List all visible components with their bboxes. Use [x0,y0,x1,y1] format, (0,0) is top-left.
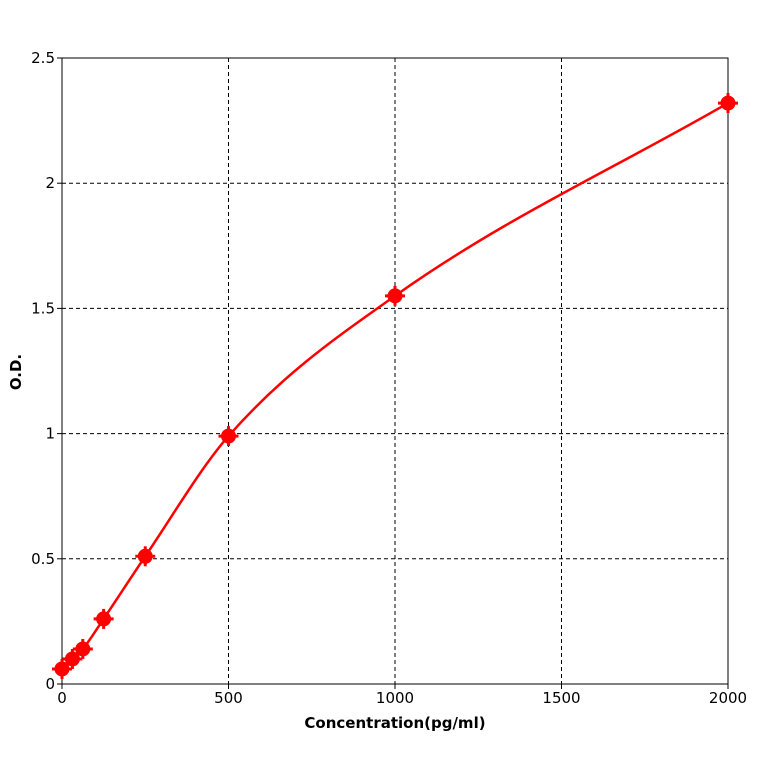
data-point [385,285,405,306]
x-axis-ticks: 0 500 1000 1500 2000 [57,684,747,707]
data-point [718,93,738,114]
x-tick-label: 2000 [709,689,747,707]
x-axis-label: Concentration(pg/ml) [304,714,485,732]
x-tick-label: 500 [214,689,243,707]
data-point [52,658,72,679]
x-tick-label: 1500 [542,689,580,707]
data-point [135,546,156,567]
data-points [52,93,738,679]
x-tick-label: 1000 [376,689,414,707]
y-axis-ticks: 0 0.5 1 1.5 2 2.5 [31,49,62,693]
y-tick-label: 1.5 [31,299,55,317]
x-tick-label: 0 [57,689,67,707]
y-axis-label: O.D. [7,354,25,390]
data-point [93,608,114,629]
y-tick-label: 0 [45,675,55,693]
grid-lines [62,58,728,684]
y-tick-label: 2 [45,174,55,192]
y-tick-label: 1 [45,425,55,443]
data-point [62,648,83,669]
y-tick-label: 0.5 [31,550,55,568]
data-point [218,426,239,447]
data-point [72,638,93,659]
y-tick-label: 2.5 [31,49,55,67]
